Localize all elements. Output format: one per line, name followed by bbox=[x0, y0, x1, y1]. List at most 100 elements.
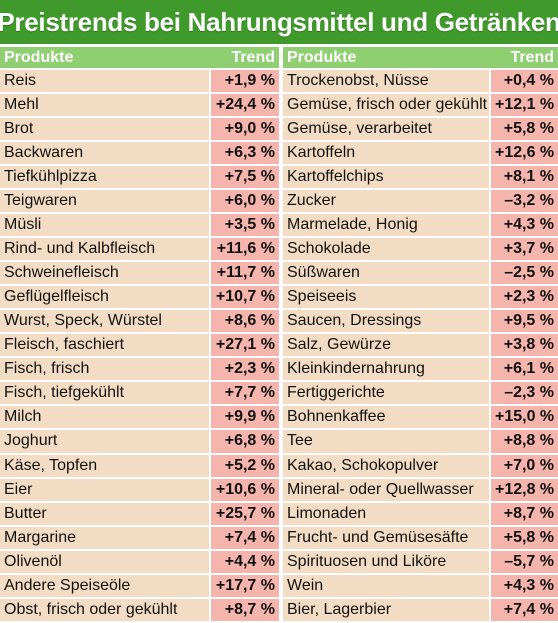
table-row: Spirituosen und Liköre –5,7 % bbox=[283, 550, 558, 573]
table-row: Rind- und Kalbfleisch +11,6 % bbox=[0, 238, 279, 261]
table-row: Kakao, Schokopulver +7,0 % bbox=[283, 454, 558, 477]
table-row: Kartoffelchips +8,1 % bbox=[283, 166, 558, 189]
trend-cell: +11,6 % bbox=[209, 238, 279, 261]
table-row: Bier, Lagerbier +7,4 % bbox=[283, 598, 558, 621]
trend-cell: +4,3 % bbox=[489, 574, 558, 597]
product-cell: Andere Speiseöle bbox=[0, 574, 209, 597]
table-row: Backwaren +6,3 % bbox=[0, 142, 279, 165]
trend-cell: +10,6 % bbox=[209, 478, 279, 501]
table-row: Geflügelfleisch +10,7 % bbox=[0, 286, 279, 309]
product-cell: Kleinkindernahrung bbox=[283, 358, 489, 381]
table-row: Fisch, tiefgekühlt +7,7 % bbox=[0, 382, 279, 405]
product-cell: Wurst, Speck, Würstel bbox=[0, 310, 209, 333]
trend-cell: +2,3 % bbox=[489, 286, 558, 309]
table-row: Wein +4,3 % bbox=[283, 574, 558, 597]
trend-cell: +3,8 % bbox=[489, 334, 558, 357]
product-cell: Fleisch, faschiert bbox=[0, 334, 209, 357]
product-cell: Salz, Gewürze bbox=[283, 334, 489, 357]
right-table-body: Trockenobst, Nüsse +0,4 % Gemüse, frisch o… bbox=[283, 70, 558, 621]
table-row: Zucker –3,2 % bbox=[283, 190, 558, 213]
product-cell: Fertiggerichte bbox=[283, 382, 489, 405]
product-cell: Limonaden bbox=[283, 502, 489, 525]
product-cell: Fisch, frisch bbox=[0, 358, 209, 381]
trend-cell: +8,6 % bbox=[209, 310, 279, 333]
table-row: Gemüse, frisch oder gekühlt +12,1 % bbox=[283, 94, 558, 117]
product-cell: Gemüse, frisch oder gekühlt bbox=[283, 94, 489, 117]
table-row: Mehl +24,4 % bbox=[0, 94, 279, 117]
table-row: Fertiggerichte –2,3 % bbox=[283, 382, 558, 405]
product-cell: Mehl bbox=[0, 94, 209, 117]
trend-cell: +7,5 % bbox=[209, 166, 279, 189]
trend-cell: +6,8 % bbox=[209, 430, 279, 453]
table-row: Bohnenkaffee +15,0 % bbox=[283, 406, 558, 429]
product-cell: Müsli bbox=[0, 214, 209, 237]
product-cell: Olivenöl bbox=[0, 550, 209, 573]
trend-cell: +8,7 % bbox=[489, 502, 558, 525]
trend-cell: +8,8 % bbox=[489, 430, 558, 453]
table-row: Limonaden +8,7 % bbox=[283, 502, 558, 525]
table-row: Tiefkühlpizza +7,5 % bbox=[0, 166, 279, 189]
left-header-row: Produkte Trend bbox=[0, 47, 279, 68]
right-header-row: Produkte Trend bbox=[283, 47, 558, 68]
trend-cell: +5,2 % bbox=[209, 454, 279, 477]
product-cell: Zucker bbox=[283, 190, 489, 213]
product-cell: Spirituosen und Liköre bbox=[283, 550, 489, 573]
table-row: Tee +8,8 % bbox=[283, 430, 558, 453]
column-header-product: Produkte bbox=[283, 47, 489, 68]
trend-cell: –3,2 % bbox=[489, 190, 558, 213]
product-cell: Obst, frisch oder gekühlt bbox=[0, 598, 209, 621]
trend-cell: +8,1 % bbox=[489, 166, 558, 189]
product-cell: Tee bbox=[283, 430, 489, 453]
trend-cell: +12,6 % bbox=[489, 142, 558, 165]
table-row: Gemüse, verarbeitet +5,8 % bbox=[283, 118, 558, 141]
product-cell: Frucht- und Gemüsesäfte bbox=[283, 526, 489, 549]
product-cell: Eier bbox=[0, 478, 209, 501]
trend-cell: +7,4 % bbox=[489, 598, 558, 621]
table-row: Frucht- und Gemüsesäfte +5,8 % bbox=[283, 526, 558, 549]
table-row: Kartoffeln +12,6 % bbox=[283, 142, 558, 165]
tables-container: Produkte Trend Reis +1,9 % Mehl +24,4 % Brot… bbox=[0, 45, 558, 623]
trend-cell: +5,8 % bbox=[489, 526, 558, 549]
table-row: Joghurt +6,8 % bbox=[0, 430, 279, 453]
trend-cell: +9,0 % bbox=[209, 118, 279, 141]
product-cell: Kakao, Schokopulver bbox=[283, 454, 489, 477]
trend-cell: –2,5 % bbox=[489, 262, 558, 285]
table-row: Speiseeis +2,3 % bbox=[283, 286, 558, 309]
trend-cell: +7,4 % bbox=[209, 526, 279, 549]
product-cell: Backwaren bbox=[0, 142, 209, 165]
product-cell: Brot bbox=[0, 118, 209, 141]
trend-cell: +2,3 % bbox=[209, 358, 279, 381]
left-table: Produkte Trend Reis +1,9 % Mehl +24,4 % Brot… bbox=[0, 45, 279, 623]
trend-cell: +8,7 % bbox=[209, 598, 279, 621]
product-cell: Süßwaren bbox=[283, 262, 489, 285]
product-cell: Fisch, tiefgekühlt bbox=[0, 382, 209, 405]
trend-cell: +4,3 % bbox=[489, 214, 558, 237]
right-table: Produkte Trend Trockenobst, Nüsse +0,4 % G… bbox=[283, 45, 558, 623]
trend-cell: +6,1 % bbox=[489, 358, 558, 381]
product-cell: Reis bbox=[0, 70, 209, 93]
product-cell: Bohnenkaffee bbox=[283, 406, 489, 429]
table-row: Andere Speiseöle +17,7 % bbox=[0, 574, 279, 597]
trend-cell: +17,7 % bbox=[209, 574, 279, 597]
product-cell: Tiefkühlpizza bbox=[0, 166, 209, 189]
table-row: Kleinkindernahrung +6,1 % bbox=[283, 358, 558, 381]
table-row: Margarine +7,4 % bbox=[0, 526, 279, 549]
table-row: Käse, Topfen +5,2 % bbox=[0, 454, 279, 477]
product-cell: Geflügelfleisch bbox=[0, 286, 209, 309]
product-cell: Butter bbox=[0, 502, 209, 525]
table-row: Eier +10,6 % bbox=[0, 478, 279, 501]
trend-cell: +15,0 % bbox=[489, 406, 558, 429]
trend-cell: –2,3 % bbox=[489, 382, 558, 405]
trend-cell: +27,1 % bbox=[209, 334, 279, 357]
table-row: Süßwaren –2,5 % bbox=[283, 262, 558, 285]
product-cell: Kartoffelchips bbox=[283, 166, 489, 189]
trend-cell: +9,5 % bbox=[489, 310, 558, 333]
column-header-trend: Trend bbox=[489, 47, 558, 68]
table-row: Reis +1,9 % bbox=[0, 70, 279, 93]
product-cell: Joghurt bbox=[0, 430, 209, 453]
table-row: Olivenöl +4,4 % bbox=[0, 550, 279, 573]
table-row: Salz, Gewürze +3,8 % bbox=[283, 334, 558, 357]
trend-cell: +6,0 % bbox=[209, 190, 279, 213]
trend-cell: +5,8 % bbox=[489, 118, 558, 141]
